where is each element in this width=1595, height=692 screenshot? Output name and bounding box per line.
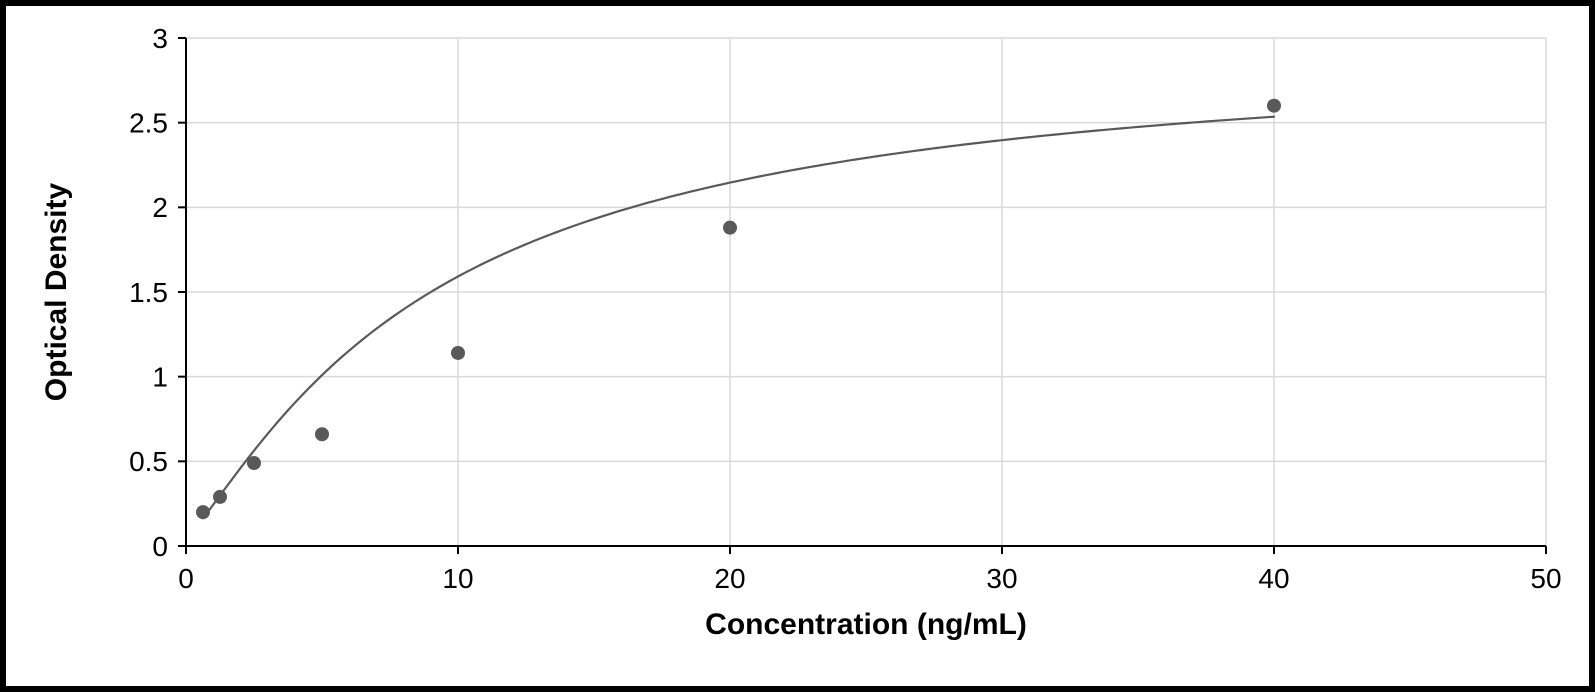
x-tick-label: 50 bbox=[1530, 563, 1561, 594]
y-axis-label: Optical Density bbox=[40, 182, 73, 401]
data-point bbox=[723, 221, 737, 235]
x-tick-label: 40 bbox=[1258, 563, 1289, 594]
x-tick-label: 10 bbox=[442, 563, 473, 594]
chart-svg: 0 10 20 30 40 50 0 0.5 1 1.5 2 2.5 3 Concentration (n… bbox=[6, 6, 1589, 686]
data-point bbox=[1267, 99, 1281, 113]
data-point bbox=[213, 490, 227, 504]
chart-container: 0 10 20 30 40 50 0 0.5 1 1.5 2 2.5 3 Concentration (n… bbox=[6, 6, 1589, 686]
y-tick-label: 1 bbox=[152, 361, 168, 392]
y-tick-label: 2 bbox=[152, 192, 168, 223]
y-tick-label: 0.5 bbox=[129, 446, 168, 477]
data-point bbox=[196, 505, 210, 519]
x-tick-label: 0 bbox=[178, 563, 194, 594]
x-tick-label: 30 bbox=[986, 563, 1017, 594]
y-tick-label: 1.5 bbox=[129, 277, 168, 308]
data-point bbox=[247, 456, 261, 470]
y-tick-label: 3 bbox=[152, 23, 168, 54]
chart-frame: 0 10 20 30 40 50 0 0.5 1 1.5 2 2.5 3 Concentration (n… bbox=[0, 0, 1595, 692]
x-axis-label: Concentration (ng/mL) bbox=[705, 608, 1027, 641]
data-point bbox=[315, 427, 329, 441]
x-tick-label: 20 bbox=[714, 563, 745, 594]
data-point bbox=[451, 346, 465, 360]
y-tick-label: 2.5 bbox=[129, 107, 168, 138]
y-tick-label: 0 bbox=[152, 531, 168, 562]
